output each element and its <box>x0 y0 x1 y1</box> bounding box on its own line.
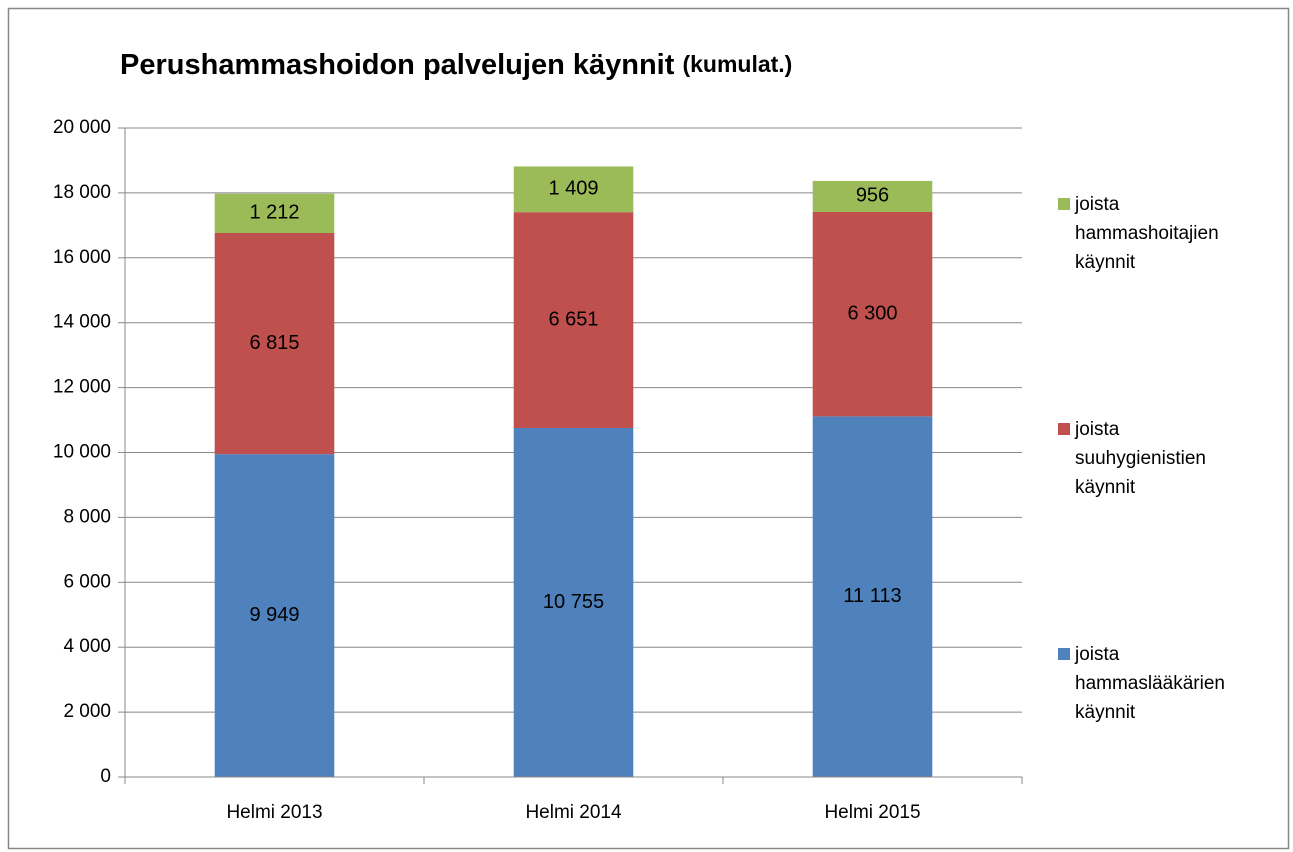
legend-label: joista hammashoitajien käynnit <box>1075 194 1219 273</box>
bar-segment <box>513 428 634 777</box>
y-tick-label: 0 <box>100 766 111 787</box>
bar-segment <box>513 212 634 429</box>
legend-item: joista suuhygienistien käynnit <box>1058 415 1258 502</box>
title-subtitle: (kumulat.) <box>682 51 792 77</box>
bar-segment <box>214 233 335 455</box>
y-tick-label: 18 000 <box>53 182 111 203</box>
legend-item: joista hammashoitajien käynnit <box>1058 190 1258 277</box>
bar-segment <box>812 416 933 777</box>
bar-segment <box>513 166 634 213</box>
x-tick-label: Helmi 2014 <box>525 802 622 823</box>
y-tick-label: 12 000 <box>53 377 111 398</box>
bar-segment <box>214 454 335 777</box>
data-label: 9 949 <box>249 604 299 626</box>
data-label: 6 300 <box>847 302 897 324</box>
y-tick-label: 4 000 <box>63 636 111 657</box>
y-tick-label: 16 000 <box>53 247 111 268</box>
data-label: 1 212 <box>249 202 299 224</box>
y-tick-label: 8 000 <box>63 506 111 527</box>
legend-swatch <box>1058 198 1070 210</box>
bar-segment <box>214 193 335 234</box>
data-label: 1 409 <box>548 178 598 200</box>
y-tick-label: 10 000 <box>53 442 111 463</box>
title-main: Perushammashoidon palvelujen käynnit <box>120 49 675 81</box>
bar-segment <box>812 180 933 212</box>
data-label: 11 113 <box>843 585 901 607</box>
y-tick-label: 14 000 <box>53 312 111 333</box>
chart-title: Perushammashoidon palvelujen käynnit (ku… <box>120 49 792 81</box>
legend-swatch <box>1058 648 1070 660</box>
legend-label: joista hammaslääkärien käynnit <box>1075 644 1225 723</box>
y-tick-label: 2 000 <box>63 701 111 722</box>
legend-item: joista hammaslääkärien käynnit <box>1058 640 1258 727</box>
legend-label: joista suuhygienistien käynnit <box>1075 419 1206 498</box>
data-label: 10 755 <box>543 591 604 613</box>
data-label: 6 651 <box>548 308 598 330</box>
x-tick-label: Helmi 2015 <box>824 802 920 823</box>
y-tick-label: 6 000 <box>63 571 111 592</box>
y-tick-label: 20 000 <box>53 117 111 138</box>
data-label: 956 <box>856 185 889 207</box>
legend-swatch <box>1058 423 1070 435</box>
x-tick-label: Helmi 2013 <box>226 802 322 823</box>
bar-segment <box>812 211 933 417</box>
data-label: 6 815 <box>249 332 299 354</box>
